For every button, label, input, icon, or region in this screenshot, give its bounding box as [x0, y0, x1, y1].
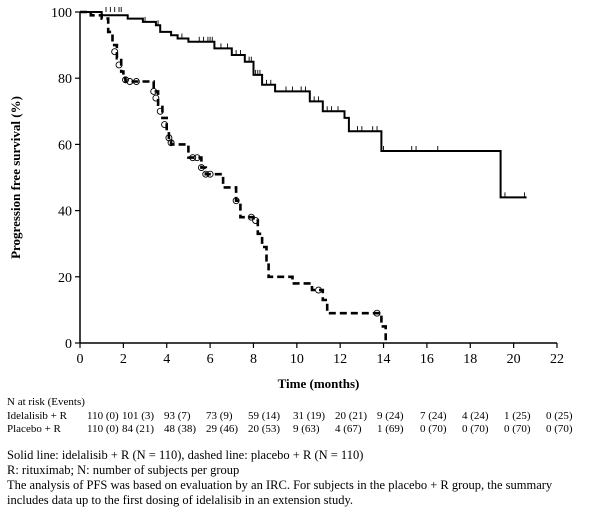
risk-cell: 0 (70) — [462, 423, 489, 435]
censor-mark-placebo — [150, 87, 158, 95]
censor-mark-placebo — [189, 154, 197, 162]
risk-cell: 7 (24) — [420, 410, 447, 422]
y-tick-label: 0 — [65, 337, 72, 352]
x-tick-label: 18 — [463, 352, 477, 367]
x-tick-label: 2 — [120, 352, 127, 367]
figure-notes: Solid line: idelalisib + R (N = 110), da… — [7, 448, 592, 508]
risk-table-title: N at risk (Events) — [7, 396, 85, 408]
censor-mark-placebo — [252, 217, 260, 224]
risk-cell: 93 (7) — [164, 410, 191, 422]
survival-curves — [80, 10, 527, 343]
censor-mark-placebo — [232, 197, 240, 205]
censor-mark-placebo — [111, 48, 119, 56]
censor-mark-placebo — [167, 139, 175, 147]
risk-cell: 29 (46) — [206, 423, 239, 435]
x-tick-label: 20 — [507, 352, 521, 367]
censor-mark-placebo — [247, 213, 255, 221]
note-line-abbreviations: R: rituximab; N: number of subjects per … — [7, 463, 240, 477]
risk-cell: 84 (21) — [122, 423, 155, 435]
x-tick-label: 0 — [77, 352, 84, 367]
y-tick-label: 60 — [58, 138, 72, 153]
censor-mark-placebo — [152, 94, 160, 102]
placebo-r-curve — [80, 10, 387, 343]
censor-mark-placebo — [315, 286, 322, 294]
risk-cell: 0 (25) — [546, 410, 573, 422]
censor-mark-placebo — [197, 164, 205, 172]
risk-cell: 1 (25) — [504, 410, 531, 422]
censor-mark-placebo — [202, 170, 210, 178]
risk-cell: 9 (24) — [377, 410, 404, 422]
censor-mark-placebo — [161, 121, 169, 128]
risk-cell: 48 (38) — [164, 423, 197, 435]
risk-cell: 4 (67) — [335, 423, 362, 435]
x-tick-label: 14 — [377, 352, 391, 367]
x-tick-label: 10 — [290, 352, 304, 367]
y-axis-ticks: 0 20 40 60 80 100 — [51, 6, 80, 352]
risk-cell: 1 (69) — [377, 423, 404, 435]
x-axis-ticks: 0 2 4 6 8 10 12 14 16 18 20 22 — [77, 343, 564, 367]
risk-cell: 0 (70) — [420, 423, 447, 435]
y-axis-title: Progression free survival (%) — [8, 96, 23, 259]
censor-mark-placebo — [132, 78, 140, 85]
x-axis-title: Time (months) — [278, 376, 360, 391]
risk-cell: 4 (24) — [462, 410, 489, 422]
risk-cell: 110 (0) — [87, 423, 119, 435]
risk-cell: 0 (70) — [504, 423, 531, 435]
risk-cell: 31 (19) — [293, 410, 326, 422]
idelalisib-r-curve — [80, 11, 527, 199]
note-line-analysis: The analysis of PFS was based on evaluat… — [7, 478, 553, 492]
risk-cell: 110 (0) — [87, 410, 119, 422]
x-tick-label: 4 — [163, 352, 170, 367]
risk-cell: 20 (21) — [335, 410, 368, 422]
censor-mark-placebo — [126, 78, 134, 85]
censor-mark-placebo — [122, 76, 129, 84]
x-tick-label: 16 — [420, 352, 434, 367]
risk-cell: 0 (70) — [546, 423, 573, 435]
censor-mark-placebo — [115, 61, 123, 69]
censor-marks — [105, 7, 525, 317]
risk-cell: 59 (14) — [248, 410, 281, 422]
x-tick-label: 6 — [207, 352, 214, 367]
censor-mark-placebo — [156, 107, 164, 115]
risk-row-label: Placebo + R — [7, 423, 61, 435]
y-tick-label: 80 — [58, 72, 72, 87]
censor-mark-placebo — [373, 309, 381, 317]
risk-cell: 20 (53) — [248, 423, 281, 435]
km-plot: 0 20 40 60 80 100 0 2 4 6 8 10 12 14 16 18 20 22 Time (m… — [8, 6, 564, 391]
censor-mark-placebo — [193, 154, 201, 162]
x-tick-label: 12 — [333, 352, 347, 367]
note-line-analysis-cont: includes data up to the first dosing of … — [7, 493, 354, 507]
risk-cell: 73 (9) — [206, 410, 233, 422]
number-at-risk-table: N at risk (Events) Idelalisib + R 110 (0… — [0, 396, 594, 438]
y-tick-label: 20 — [58, 271, 72, 286]
x-tick-label: 8 — [250, 352, 257, 367]
y-tick-label: 100 — [51, 6, 72, 21]
x-tick-label: 22 — [550, 352, 564, 367]
risk-row-label: Idelalisib + R — [7, 410, 67, 422]
risk-cell: 9 (63) — [293, 423, 320, 435]
risk-cell: 101 (3) — [122, 410, 155, 422]
censor-mark-placebo — [206, 170, 214, 178]
note-line-legend: Solid line: idelalisib + R (N = 110), da… — [7, 448, 364, 462]
y-tick-label: 40 — [58, 205, 72, 220]
